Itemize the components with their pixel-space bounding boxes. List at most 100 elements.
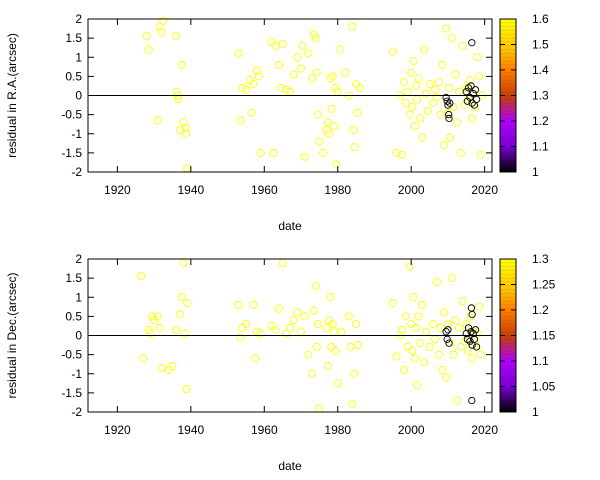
ra-y-axis-label: residual in R.A.(arcsec) xyxy=(5,33,19,158)
dec-point xyxy=(282,329,291,338)
ra-point xyxy=(276,83,285,92)
dec-y-tick-label: -2 xyxy=(71,405,82,419)
dec-point-low xyxy=(444,326,452,334)
dec-y-axis: -2 -1.5 -1 -0.5 0 0.5 1 1.5 2 xyxy=(61,252,492,419)
dec-point xyxy=(323,362,332,371)
ra-point xyxy=(319,148,328,157)
dec-y-tick-label: 2 xyxy=(75,252,82,266)
ra-point xyxy=(411,81,421,90)
ra-point xyxy=(323,118,332,127)
ra-x-tick-label: 1920 xyxy=(104,183,131,197)
dec-point xyxy=(467,354,476,363)
ra-point xyxy=(175,125,184,134)
ra-point xyxy=(155,22,164,31)
dec-point xyxy=(249,300,258,309)
dec-point xyxy=(475,302,484,311)
dec-point xyxy=(453,396,462,405)
ra-point xyxy=(293,53,302,62)
dec-point xyxy=(181,329,190,338)
dec-point xyxy=(331,346,340,355)
ra-point xyxy=(425,79,434,89)
ra-point xyxy=(328,72,337,81)
ra-point xyxy=(442,24,451,33)
dec-x-tick-label: 1980 xyxy=(324,423,351,437)
dec-y-tick-label: -1.5 xyxy=(61,386,82,400)
ra-point xyxy=(434,78,443,87)
ra-point xyxy=(300,152,309,161)
dec-point xyxy=(350,369,359,378)
ra-point xyxy=(350,143,359,152)
dec-point xyxy=(443,319,452,329)
ra-point xyxy=(416,114,425,123)
dec-point xyxy=(175,310,184,319)
ra-point xyxy=(269,148,278,157)
dec-point xyxy=(256,329,265,338)
dec-point xyxy=(168,362,177,371)
dec-point xyxy=(309,306,318,315)
dec-point xyxy=(311,281,320,290)
ra-point xyxy=(159,16,168,25)
dec-point xyxy=(251,354,260,363)
dec-x-axis-label: date xyxy=(278,459,302,473)
dec-point xyxy=(408,346,417,355)
dec-point xyxy=(333,379,342,388)
dec-point xyxy=(312,342,321,352)
ra-point xyxy=(353,108,362,117)
dec-point xyxy=(139,354,148,363)
ra-point-low xyxy=(462,88,470,96)
ra-x-axis-label: date xyxy=(278,219,302,233)
ra-point xyxy=(327,104,336,113)
dec-y-tick-label: 1.5 xyxy=(65,271,82,285)
dec-point xyxy=(304,350,313,359)
dec-colorbar: 1 1.05 1.1 1.15 1.2 1.25 1.3 xyxy=(499,252,556,419)
dec-point-low xyxy=(445,339,453,347)
dec-point xyxy=(300,312,309,321)
ra-point xyxy=(421,89,430,98)
dec-point-low xyxy=(467,328,475,336)
dec-point xyxy=(409,293,418,302)
ra-y-tick-label: -0.5 xyxy=(61,108,82,122)
dec-point xyxy=(405,262,414,271)
dec-point xyxy=(416,339,425,348)
ra-point xyxy=(431,85,440,94)
ra-point-low xyxy=(463,97,472,105)
ra-point xyxy=(399,78,408,87)
dec-point xyxy=(307,369,317,378)
ra-point xyxy=(315,137,324,146)
dec-point xyxy=(392,352,401,361)
ra-point xyxy=(304,49,313,58)
dec-point xyxy=(348,400,357,409)
ra-point xyxy=(458,41,467,50)
ra-point xyxy=(309,30,318,39)
ra-point-low xyxy=(471,86,480,94)
ra-colorbar-tick-label: 1.2 xyxy=(532,114,549,128)
ra-point xyxy=(341,68,350,77)
dec-point xyxy=(462,319,471,329)
ra-point xyxy=(423,106,432,115)
ra-point xyxy=(388,47,397,56)
dec-point xyxy=(313,319,322,329)
ra-point xyxy=(271,41,280,50)
dec-point xyxy=(353,341,362,350)
ra-point xyxy=(254,72,263,81)
dec-point xyxy=(436,323,445,332)
dec-colorbar-tick-label: 1.15 xyxy=(532,329,556,343)
ra-point-low xyxy=(444,101,452,109)
ra-point-low xyxy=(469,89,477,98)
ra-point xyxy=(355,83,364,92)
ra-point-low xyxy=(445,114,453,123)
ra-y-tick-label: 2 xyxy=(75,12,82,26)
dec-point-low xyxy=(466,337,474,345)
ra-x-tick-label: 1960 xyxy=(251,183,278,197)
dec-point xyxy=(293,308,302,317)
ra-point-low xyxy=(445,110,453,119)
ra-point xyxy=(401,99,410,108)
dec-points xyxy=(137,258,486,413)
ra-point xyxy=(252,66,261,75)
dec-point xyxy=(153,312,162,321)
ra-point xyxy=(324,129,333,138)
ra-point xyxy=(462,83,471,92)
ra-y-tick-label: 1.5 xyxy=(65,31,82,45)
ra-colorbar-tick-label: 1.3 xyxy=(532,89,549,103)
ra-y-tick-label: -1 xyxy=(71,127,82,141)
